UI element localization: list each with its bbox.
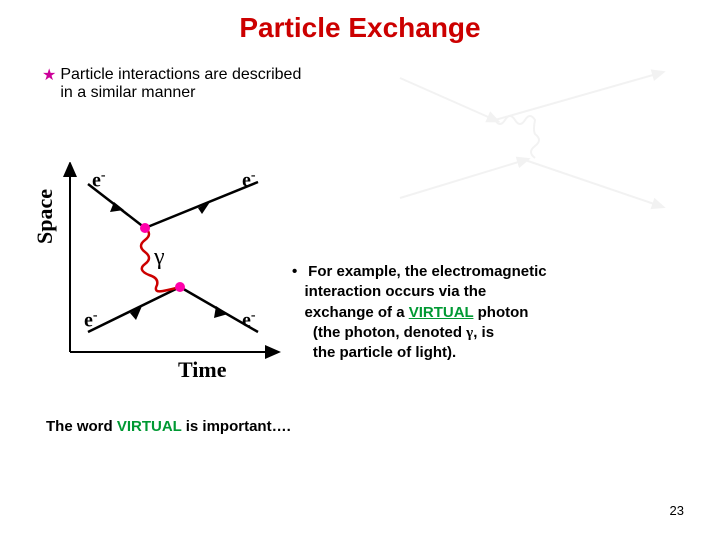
faded-feynman-bg <box>380 58 680 218</box>
description: • For example, the electromagnetic inter… <box>292 262 712 363</box>
slide-title: Particle Exchange <box>0 0 720 44</box>
virtual-word: VIRTUAL <box>409 304 474 321</box>
gamma-label: γ <box>154 244 165 271</box>
e-top-left: e- <box>92 168 106 193</box>
feynman-diagram: Space Time e- e- e- e- γ <box>30 162 290 377</box>
page-number: 23 <box>670 503 684 518</box>
star-icon: ★ <box>42 66 56 87</box>
virtual-word-2: VIRTUAL <box>117 418 182 435</box>
intro-bullet: ★ Particle interactions are described in… <box>42 66 301 102</box>
axis-time-label: Time <box>178 357 226 383</box>
intro-text: Particle interactions are described in a… <box>60 66 301 102</box>
axis-space-label: Space <box>32 189 58 244</box>
bottom-sentence: The word VIRTUAL is important…. <box>46 418 291 435</box>
e-bottom-left: e- <box>84 308 98 333</box>
bullet-disc-icon: • <box>292 262 304 282</box>
e-top-right: e- <box>242 168 256 193</box>
e-bottom-right: e- <box>242 308 256 333</box>
